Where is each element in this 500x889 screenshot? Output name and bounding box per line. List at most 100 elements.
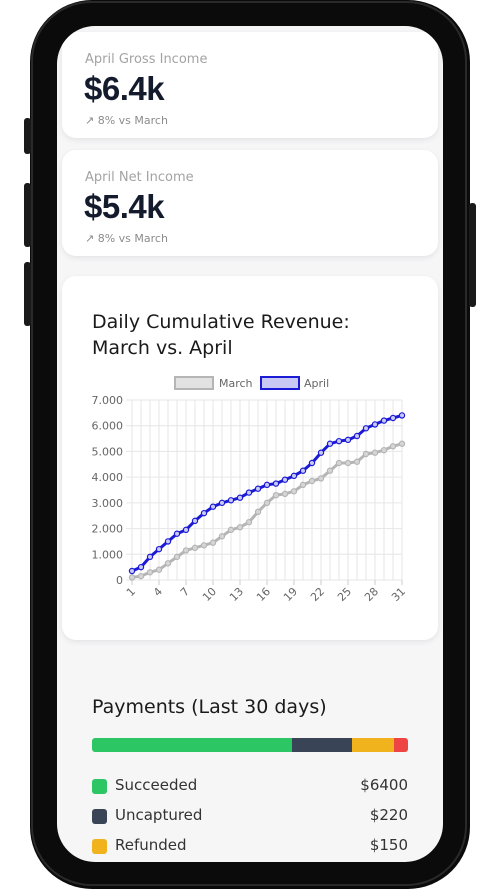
- data-point-march: [326, 467, 334, 474]
- data-point-march: [128, 574, 136, 581]
- x-tick-label: 28: [362, 585, 381, 604]
- x-tick-label: 31: [389, 585, 408, 604]
- data-point-march: [380, 446, 388, 454]
- data-point-april: [362, 425, 370, 432]
- net-income-trend: ↗ 8% vs March: [85, 232, 168, 245]
- bar-segment-uncaptured: [292, 738, 353, 752]
- data-point-march: [389, 443, 397, 450]
- data-point-april: [182, 526, 190, 534]
- data-point-march: [353, 458, 361, 465]
- net-income-value: $5.4k: [84, 188, 165, 225]
- data-point-march: [182, 547, 190, 554]
- data-point-march: [344, 459, 352, 467]
- refunded-swatch: [92, 839, 107, 854]
- app-screen: April Gross Income $6.4k ↗ 8% vs March A…: [57, 26, 443, 862]
- data-point-march: [398, 440, 406, 447]
- data-point-march: [218, 533, 226, 540]
- data-point-march: [290, 488, 298, 495]
- revenue-chart-card: Daily Cumulative Revenue: March vs. Apri…: [62, 276, 438, 640]
- data-point-march: [254, 508, 262, 516]
- data-point-april: [236, 494, 244, 501]
- data-point-march: [245, 518, 253, 526]
- data-point-april: [281, 476, 289, 483]
- succeeded-amount: $6400: [360, 776, 408, 794]
- data-point-march: [362, 450, 370, 458]
- y-tick-label: 3.000: [92, 497, 124, 510]
- x-tick-label: 25: [335, 585, 354, 604]
- x-tick-label: 13: [227, 585, 246, 604]
- legend-label-april: April: [304, 377, 329, 390]
- volume-down-button: [24, 262, 31, 326]
- data-point-april: [173, 530, 181, 537]
- data-point-april: [218, 499, 226, 507]
- payment-row-uncaptured[interactable]: Uncaptured $220: [92, 806, 408, 826]
- data-point-march: [272, 491, 280, 499]
- data-point-april: [209, 503, 217, 510]
- gross-income-label: April Gross Income: [85, 52, 208, 67]
- data-point-april: [254, 485, 262, 492]
- y-tick-label: 1.000: [92, 548, 124, 561]
- data-point-march: [308, 477, 316, 485]
- bar-segment-other: [394, 738, 408, 752]
- legend-label-march: March: [219, 377, 253, 390]
- data-point-march: [281, 490, 289, 498]
- data-point-march: [137, 572, 145, 580]
- uncaptured-swatch: [92, 809, 107, 824]
- data-point-april: [146, 553, 154, 561]
- refunded-amount: $150: [369, 836, 408, 854]
- x-tick-label: 4: [151, 585, 165, 599]
- phone-bezel: [31, 1, 467, 886]
- data-point-april: [380, 417, 388, 424]
- data-point-march: [263, 499, 271, 507]
- data-point-april: [353, 432, 361, 440]
- payments-title: Payments (Last 30 days): [92, 696, 327, 718]
- bar-segment-refunded: [352, 738, 395, 752]
- uncaptured-amount: $220: [369, 806, 408, 824]
- mute-switch: [24, 118, 31, 154]
- volume-up-button: [24, 183, 31, 247]
- y-tick-label: 2.000: [92, 523, 124, 536]
- data-point-april: [335, 437, 343, 445]
- x-tick-label: 22: [308, 585, 327, 604]
- x-tick-label: 10: [200, 585, 219, 604]
- bar-segment-succeeded: [92, 738, 293, 752]
- data-point-april: [137, 563, 145, 571]
- data-point-april: [200, 509, 208, 517]
- data-point-march: [371, 449, 379, 456]
- data-point-march: [209, 539, 217, 546]
- data-point-march: [335, 459, 343, 467]
- payment-row-refunded[interactable]: Refunded $150: [92, 836, 408, 856]
- data-point-april: [317, 449, 325, 456]
- data-point-march: [191, 544, 199, 552]
- chart-title-line1: Daily Cumulative Revenue:: [92, 311, 350, 333]
- data-point-april: [326, 440, 334, 447]
- legend-swatch-march: [174, 376, 214, 390]
- data-point-april: [227, 497, 235, 504]
- x-tick-label: 1: [124, 585, 138, 599]
- data-point-march: [155, 566, 163, 573]
- refunded-label: Refunded: [115, 836, 187, 854]
- y-tick-label: 4.000: [92, 471, 124, 484]
- power-button: [469, 203, 476, 307]
- y-tick-label: 7.000: [92, 394, 124, 407]
- data-point-march: [164, 560, 172, 567]
- succeeded-swatch: [92, 779, 107, 794]
- gross-income-trend: ↗ 8% vs March: [85, 114, 168, 127]
- data-point-april: [245, 489, 253, 496]
- data-point-march: [227, 526, 235, 534]
- data-point-april: [308, 459, 316, 467]
- data-point-march: [236, 524, 244, 531]
- data-point-april: [164, 538, 172, 545]
- x-tick-label: 19: [281, 585, 300, 604]
- x-tick-label: 7: [178, 585, 192, 599]
- gross-income-card[interactable]: April Gross Income $6.4k ↗ 8% vs March: [62, 32, 438, 138]
- net-income-card[interactable]: April Net Income $5.4k ↗ 8% vs March: [62, 150, 438, 256]
- data-point-march: [317, 475, 325, 482]
- y-tick-label: 5.000: [92, 445, 124, 458]
- uncaptured-label: Uncaptured: [115, 806, 203, 824]
- y-tick-label: 0: [116, 574, 123, 587]
- net-income-label: April Net Income: [85, 170, 194, 185]
- payment-row-succeeded[interactable]: Succeeded $6400: [92, 776, 408, 796]
- succeeded-label: Succeeded: [115, 776, 198, 794]
- data-point-april: [389, 414, 397, 422]
